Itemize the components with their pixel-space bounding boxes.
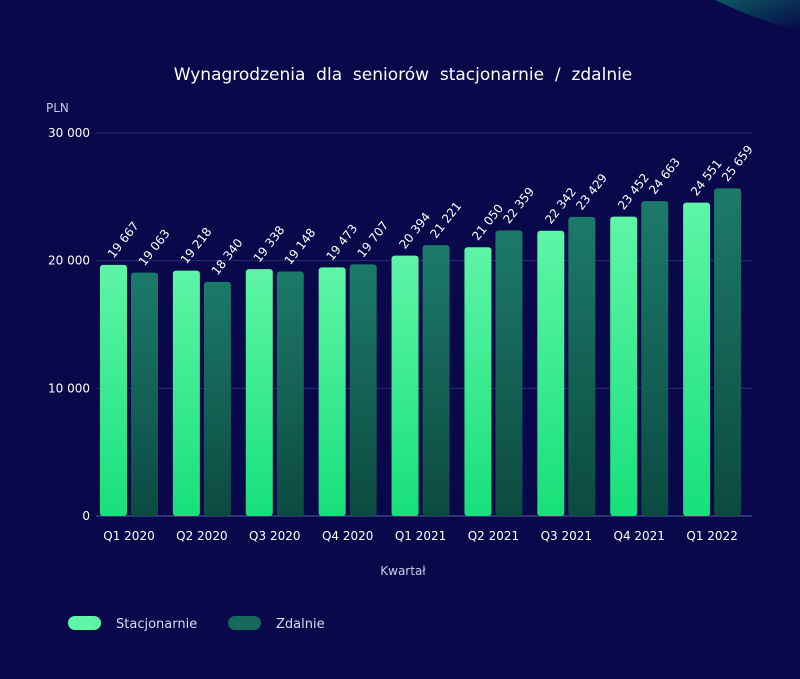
- legend: Stacjonarnie Zdalnie: [68, 616, 325, 632]
- legend-swatch-zdalnie: [228, 616, 261, 630]
- bar-zdalnie: [276, 271, 304, 516]
- x-tick-label: Q4 2021: [614, 529, 665, 543]
- data-label-zdalnie: 23 429: [573, 171, 610, 213]
- corner-decoration: [715, 0, 800, 30]
- legend-label-stacjonarnie: Stacjonarnie: [116, 617, 197, 632]
- y-tick-label: 20 000: [48, 254, 90, 268]
- bar-stacjonarnie: [464, 247, 492, 517]
- bar-zdalnie: [714, 188, 742, 516]
- y-tick-label: 10 000: [48, 381, 90, 395]
- bar-zdalnie: [568, 216, 596, 516]
- bars: [100, 188, 742, 517]
- data-label-zdalnie: 19 707: [354, 219, 391, 261]
- data-label-stacjonarnie: 19 473: [323, 222, 360, 264]
- x-tick-label: Q1 2022: [686, 529, 737, 543]
- legend-swatch-stacjonarnie: [68, 616, 101, 630]
- bar-zdalnie: [422, 245, 450, 517]
- bar-stacjonarnie: [391, 255, 419, 516]
- data-label-zdalnie: 22 359: [500, 185, 537, 227]
- bar-stacjonarnie: [683, 202, 711, 517]
- data-label-zdalnie: 19 063: [136, 227, 173, 269]
- bar-stacjonarnie: [245, 269, 273, 516]
- x-tick-label: Q1 2021: [395, 529, 446, 543]
- bar-stacjonarnie: [537, 230, 565, 516]
- y-tick-label: 30 000: [48, 126, 90, 140]
- x-axis-ticks: Q1 2020 Q2 2020 Q3 2020 Q4 2020 Q1 2021 Q2 20…: [103, 529, 738, 543]
- bar-stacjonarnie: [100, 264, 127, 516]
- x-tick-label: Q2 2020: [176, 529, 227, 543]
- x-tick-label: Q4 2020: [322, 529, 373, 543]
- x-tick-label: Q1 2020: [103, 529, 154, 543]
- x-tick-label: Q2 2021: [468, 529, 519, 543]
- data-label-stacjonarnie: 19 667: [105, 219, 142, 261]
- bar-stacjonarnie: [318, 267, 346, 516]
- chart-title: Wynagrodzenia dla seniorów stacjonarnie …: [174, 65, 633, 85]
- bar-zdalnie: [131, 272, 158, 516]
- data-label-zdalnie: 21 221: [427, 199, 464, 241]
- bar-zdalnie: [495, 230, 523, 516]
- y-axis-unit: PLN: [46, 101, 69, 115]
- x-tick-label: Q3 2021: [541, 529, 592, 543]
- bar-zdalnie: [641, 201, 669, 517]
- bar-zdalnie: [349, 264, 377, 516]
- data-label-zdalnie: 18 340: [209, 236, 246, 278]
- x-axis-label: Kwartał: [380, 564, 426, 578]
- bar-stacjonarnie: [610, 216, 638, 516]
- y-tick-label: 0: [82, 509, 90, 523]
- bar-stacjonarnie: [172, 270, 200, 516]
- data-label-zdalnie: 24 663: [646, 155, 683, 197]
- data-label-zdalnie: 25 659: [719, 143, 756, 185]
- legend-label-zdalnie: Zdalnie: [276, 617, 325, 632]
- x-tick-label: Q3 2020: [249, 529, 300, 543]
- bar-zdalnie: [203, 281, 231, 516]
